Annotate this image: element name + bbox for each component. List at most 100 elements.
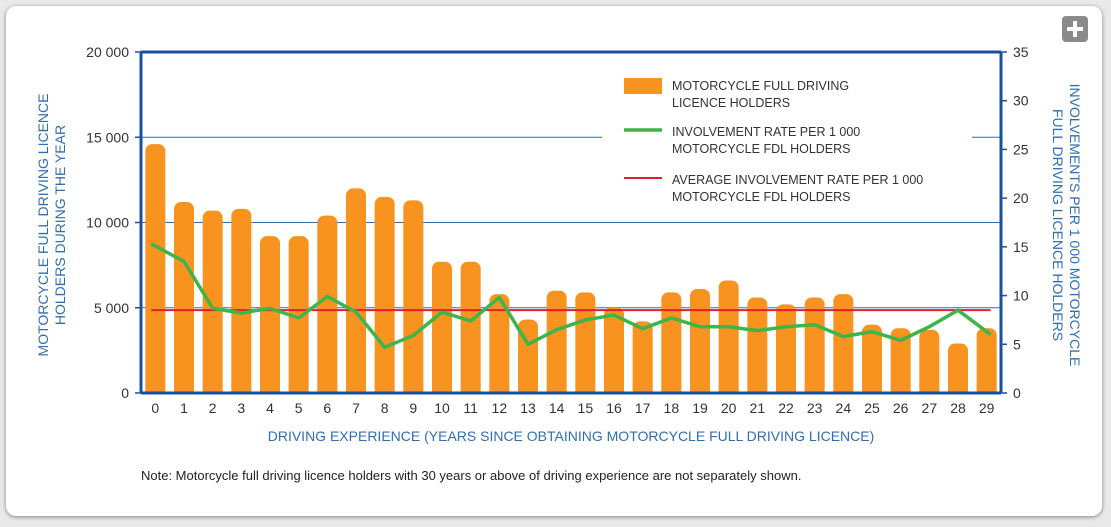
bar [632,321,653,393]
bar-base [432,385,452,393]
x-tick-label: 22 [778,400,794,416]
bar-base [288,385,309,393]
bar [575,292,596,393]
bar [145,144,166,393]
bar-base [718,385,739,393]
y-tick-label-left: 15 000 [86,129,129,145]
bar-base [632,385,653,393]
bar-base [890,385,911,393]
y-tick-label-right: 10 [1013,288,1029,304]
legend-background [602,72,972,210]
bar-base [489,385,510,393]
bar-base [690,385,710,393]
bar-base [833,385,854,393]
x-tick-label: 24 [836,400,852,416]
x-tick-label: 9 [409,400,417,416]
y-tick-label-right: 20 [1013,190,1029,206]
bar [231,208,252,393]
bar [747,297,768,393]
x-tick-label: 7 [352,400,360,416]
bar-base [804,385,825,393]
bar [432,261,452,393]
x-tick-label: 20 [721,400,737,416]
bar [489,294,510,393]
bar [288,236,309,393]
x-tick-label: 26 [893,400,909,416]
legend-label: MOTORCYCLE FULL DRIVING [672,79,849,93]
bar-base [604,385,624,393]
x-tick-label: 6 [323,400,331,416]
x-tick-label: 4 [266,400,274,416]
bar [919,329,940,393]
y-tick-label-right: 35 [1013,44,1029,60]
bar-base [317,385,338,393]
bar [690,288,710,393]
bar-base [862,385,882,393]
y-tick-label-right: 15 [1013,239,1029,255]
bar-base [661,385,682,393]
bar-base [145,385,166,393]
x-tick-label: 12 [492,400,508,416]
bar [976,328,997,393]
legend-label: MOTORCYCLE FDL HOLDERS [672,190,851,204]
bar-base [374,385,395,393]
bar [317,215,338,393]
x-tick-label: 16 [606,400,622,416]
footnote: Note: Motorcycle full driving licence ho… [141,468,802,483]
bar-base [460,385,481,393]
legend-label: LICENCE HOLDERS [672,96,790,110]
bar-base [260,385,280,393]
bar-base [575,385,596,393]
bar [403,200,424,393]
x-tick-label: 27 [922,400,938,416]
x-tick-label: 11 [463,400,478,416]
x-tick-label: 1 [180,400,188,416]
x-tick-label: 29 [979,400,995,416]
x-axis-label: DRIVING EXPERIENCE (YEARS SINCE OBTAININ… [267,428,875,444]
x-tick-label: 2 [209,400,217,416]
bar-base [174,385,194,393]
bar-base [403,385,424,393]
bar [546,290,567,393]
x-tick-label: 8 [381,400,389,416]
x-tick-label: 17 [635,400,651,416]
x-tick-label: 5 [295,400,303,416]
bar [604,307,624,393]
y-tick-label-right: 5 [1013,336,1021,352]
x-tick-label: 3 [237,400,245,416]
bar [804,297,825,393]
x-tick-label: 19 [692,400,708,416]
bar-base [231,385,252,393]
x-tick-label: 28 [950,400,966,416]
bar [174,202,194,393]
x-tick-label: 21 [750,400,766,416]
bar-base [202,385,223,393]
bar [948,343,968,393]
x-tick-label: 13 [520,400,536,416]
bar-base [346,385,366,393]
bar [862,324,882,393]
legend-label: MOTORCYCLE FDL HOLDERS [672,142,851,156]
bar-base [948,385,968,393]
bar [202,210,223,393]
legend-swatch-bar [624,78,662,94]
bar-base [546,385,567,393]
bar-base [747,385,768,393]
y-tick-label-right: 30 [1013,93,1029,109]
plus-icon[interactable] [1062,16,1088,42]
bar-base [776,385,796,393]
y-tick-label-right: 25 [1013,141,1029,157]
y-tick-label-left: 10 000 [86,215,129,231]
bar [460,261,481,393]
y-tick-label-right: 0 [1013,385,1021,401]
x-tick-label: 15 [578,400,594,416]
bar [890,328,911,393]
bar [833,294,854,393]
x-tick-label: 18 [664,400,680,416]
legend-label: INVOLVEMENT RATE PER 1 000 [672,125,860,139]
x-tick-label: 0 [151,400,159,416]
x-tick-label: 14 [549,400,565,416]
bar [661,292,682,393]
y-tick-label-left: 20 000 [86,44,129,60]
